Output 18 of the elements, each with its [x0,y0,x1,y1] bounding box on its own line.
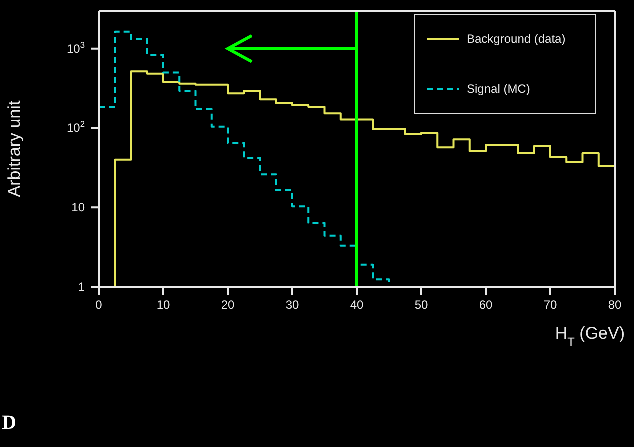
y-tick-label: 10$^{3}$ [66,40,86,56]
x-tick-label: 10 [156,298,170,312]
text: D [2,412,16,435]
y-tick-label: 1 [78,280,86,294]
legend-label: Signal (MC) [467,82,530,96]
y-axis-title: Arbitrary unit [5,100,24,198]
y-tick-label: 10 [72,200,86,215]
legend-label: Background (data) [467,32,566,46]
x-tick-label: 30 [286,298,300,312]
x-tick-label: 50 [414,298,428,312]
x-tick-label: 40 [350,298,364,312]
x-tick-label: 60 [479,298,493,312]
x-tick-label: 0 [96,298,103,312]
y-tick-label: 10$^{2}$ [66,119,86,136]
x-axis-title: H$_{T}$ (GeV) [555,324,625,349]
x-tick-label: 70 [544,298,558,312]
x-tick-label: 20 [221,298,235,312]
x-tick-label: 80 [608,298,622,312]
